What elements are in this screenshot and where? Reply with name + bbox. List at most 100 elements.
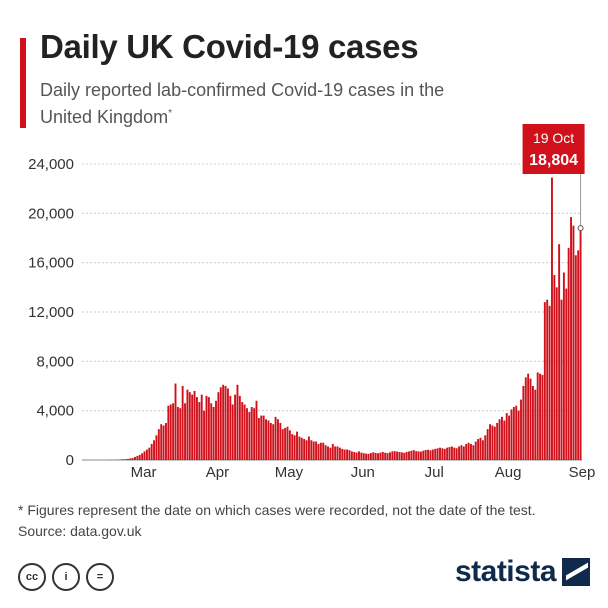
bar — [534, 389, 537, 460]
x-tick-label: Mar — [131, 464, 157, 481]
bar — [222, 384, 225, 460]
bar — [184, 403, 186, 460]
bar — [558, 244, 561, 460]
bar — [539, 373, 542, 460]
bar — [272, 424, 275, 460]
bar — [210, 403, 213, 460]
bar — [129, 458, 132, 460]
bar — [288, 430, 291, 460]
bar — [145, 449, 148, 460]
bar — [367, 453, 370, 460]
bar — [484, 435, 487, 460]
bar — [393, 451, 396, 460]
bar — [486, 429, 489, 460]
bar — [443, 448, 446, 460]
bar — [212, 406, 215, 460]
statista-logo[interactable]: statista — [455, 555, 590, 589]
bar — [126, 458, 129, 460]
bar — [453, 447, 456, 460]
no-derivatives-icon[interactable]: = — [86, 563, 114, 591]
bar — [493, 426, 496, 460]
bar — [517, 410, 520, 460]
bar — [496, 423, 499, 460]
bar — [386, 453, 389, 460]
bar — [379, 452, 382, 460]
bar — [346, 449, 349, 460]
bar — [286, 426, 289, 460]
bar — [455, 448, 458, 460]
bar — [410, 450, 413, 460]
bar — [474, 441, 477, 460]
bar — [324, 445, 327, 460]
bar — [548, 305, 551, 460]
bar — [510, 409, 513, 460]
bar — [522, 386, 525, 460]
bar — [408, 451, 410, 460]
x-tick-label: Jun — [351, 464, 375, 481]
bar — [226, 388, 229, 460]
bar — [267, 420, 270, 460]
bar — [369, 453, 372, 460]
bar — [477, 439, 480, 460]
callout-marker — [577, 225, 584, 232]
bar — [405, 451, 408, 460]
bar — [329, 447, 332, 460]
bar — [179, 408, 182, 460]
bar — [224, 386, 227, 460]
callout-box — [522, 124, 585, 174]
bar — [381, 451, 384, 460]
bar — [317, 443, 320, 460]
bar — [555, 287, 558, 460]
bar — [195, 397, 198, 460]
bar — [400, 452, 403, 460]
bar — [415, 451, 418, 460]
bar — [446, 447, 449, 460]
bar — [241, 402, 244, 460]
bar — [412, 450, 415, 460]
y-tick-label: 24,000 — [28, 156, 74, 173]
bar — [529, 378, 532, 460]
bar — [167, 405, 170, 460]
y-tick-label: 12,000 — [28, 304, 74, 321]
bar — [148, 447, 151, 460]
bar — [155, 435, 158, 460]
bar — [462, 446, 465, 460]
bar — [570, 217, 572, 460]
x-tick-label: Sep — [569, 464, 596, 481]
bar — [255, 400, 258, 460]
source-text: Source: data.gov.uk — [18, 523, 142, 539]
bar — [389, 452, 391, 460]
bar — [419, 451, 422, 460]
footnote-text: * Figures represent the date on which ca… — [18, 502, 536, 518]
bar — [498, 419, 501, 460]
bar — [360, 452, 363, 460]
bar — [169, 404, 172, 460]
subtitle-footnote-mark: * — [168, 108, 172, 119]
bar — [579, 228, 582, 460]
bar — [157, 429, 160, 460]
bar — [160, 424, 163, 460]
latest-value-callout: 19 Oct 18,804 — [522, 124, 585, 232]
bar — [348, 450, 351, 460]
chart-title: Daily UK Covid-19 cases — [40, 28, 419, 65]
bar — [298, 436, 301, 460]
bar — [141, 453, 144, 460]
bar — [343, 449, 346, 460]
creative-commons-icon[interactable]: cc — [18, 563, 46, 591]
bar — [138, 454, 141, 460]
attribution-icon[interactable]: i — [52, 563, 80, 591]
x-tick-label: Apr — [206, 464, 229, 481]
bar — [236, 384, 239, 460]
bar — [122, 459, 125, 460]
bar — [191, 394, 194, 460]
bar — [372, 452, 375, 460]
x-tick-label: Aug — [495, 464, 522, 481]
bar — [353, 451, 356, 460]
bar — [307, 436, 310, 460]
bar — [284, 427, 287, 460]
bar — [377, 453, 379, 460]
bar — [434, 448, 437, 460]
bar — [217, 392, 220, 460]
bar — [479, 437, 482, 460]
bar — [188, 392, 191, 460]
